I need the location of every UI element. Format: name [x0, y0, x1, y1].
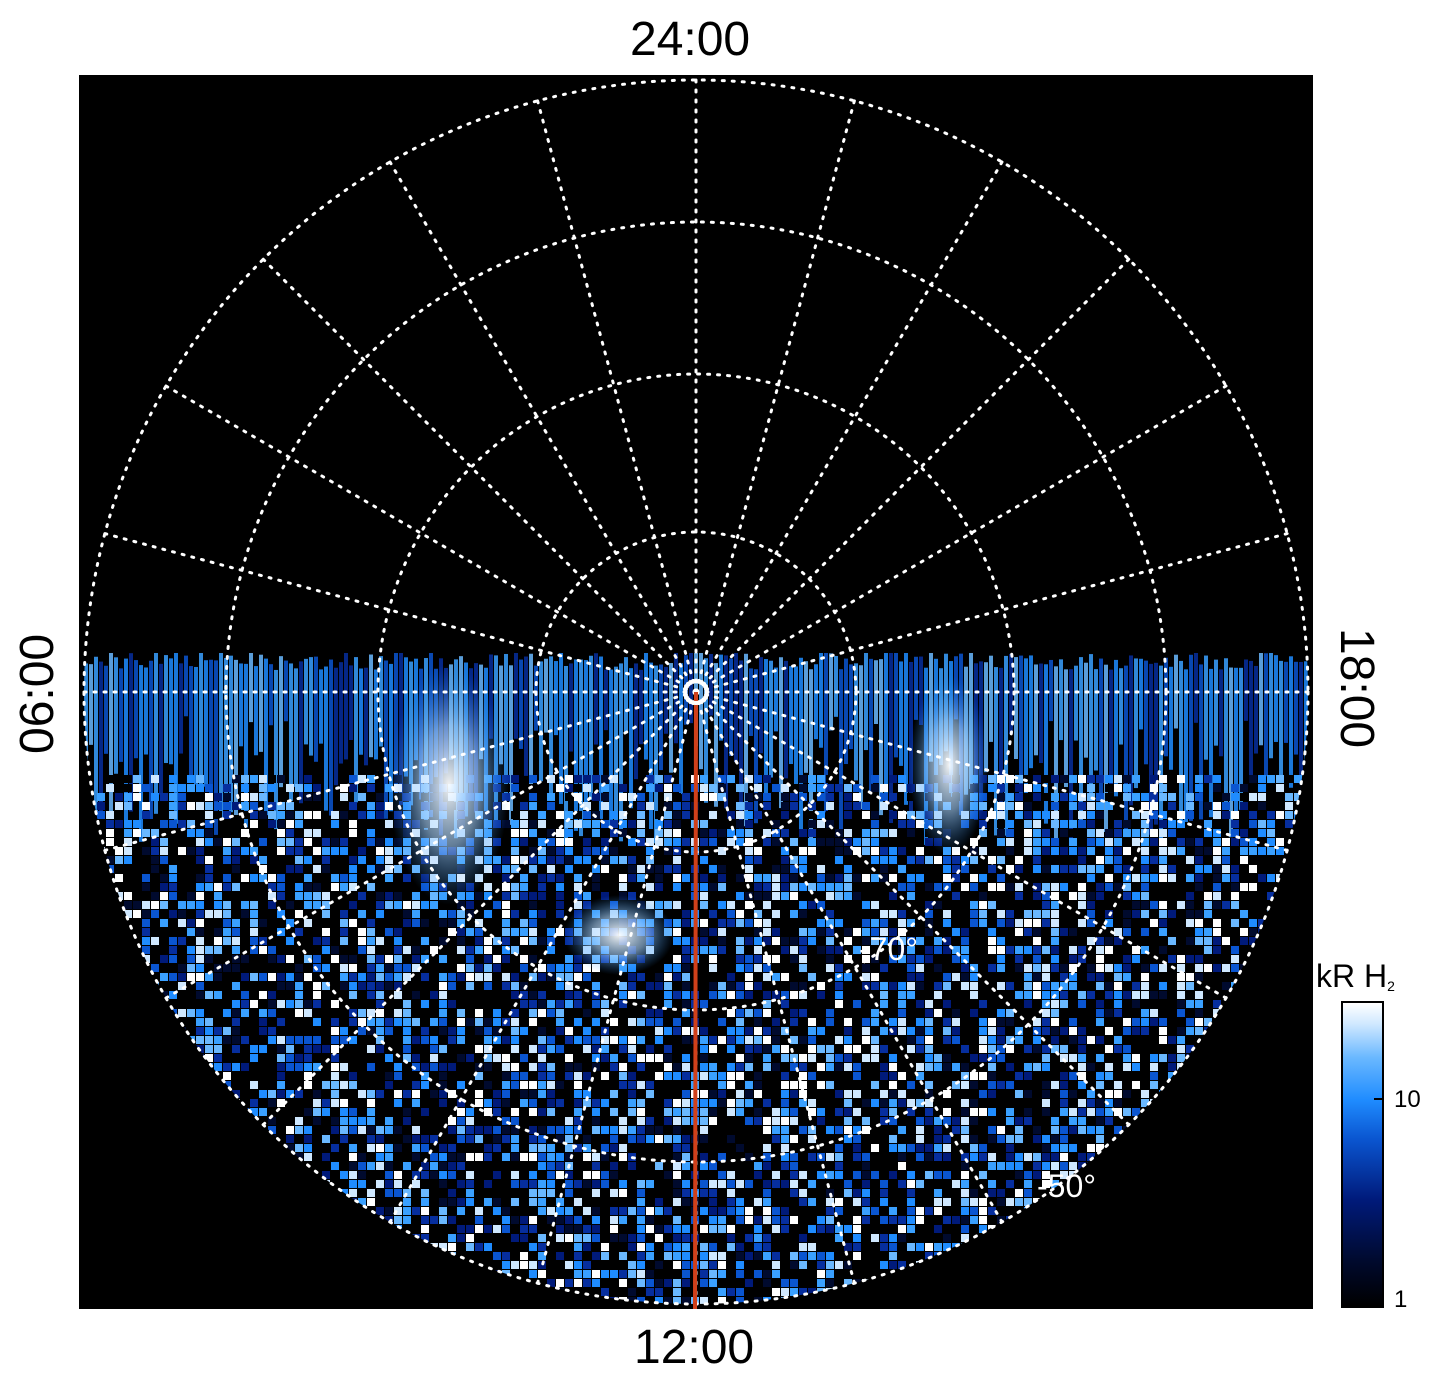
lon-spoke: [261, 257, 698, 694]
lon-spoke: [694, 690, 1004, 1224]
lon-spoke: [164, 690, 698, 1000]
colorbar-tick-10: [1374, 1098, 1384, 1100]
colorbar-label-10: 10: [1394, 1086, 1421, 1113]
lon-spoke: [694, 690, 1228, 1000]
lon-spoke: [388, 160, 698, 694]
lat-label-50: -50°: [1037, 1168, 1096, 1204]
polar-auroral-map: -70° -50°: [79, 75, 1313, 1309]
lon-spoke: [694, 257, 1131, 694]
label-12-00: 12:00: [634, 1321, 755, 1374]
lon-spoke: [261, 690, 698, 1127]
lon-spoke: [694, 160, 1004, 694]
label-06-00: 06:00: [11, 633, 64, 754]
lon-spoke: [694, 384, 1228, 694]
lon-spoke: [694, 690, 856, 1285]
lon-spoke: [103, 690, 698, 852]
label-24-00: 24:00: [630, 13, 751, 66]
colorbar-label-1: 1: [1394, 1286, 1408, 1313]
colorbar: [1341, 1001, 1384, 1308]
colorbar-title: kR H2: [1316, 958, 1395, 994]
lat-label-70: -70°: [859, 931, 918, 967]
lon-spoke: [536, 99, 698, 694]
lon-spoke: [694, 99, 856, 694]
pole-marker: [683, 679, 709, 705]
lon-spoke: [694, 690, 1131, 1127]
lon-spoke: [694, 690, 1289, 852]
lon-spoke: [694, 532, 1289, 694]
lon-spoke: [164, 384, 698, 694]
noon-meridian-line: [693, 691, 698, 1309]
lon-spoke: [536, 690, 698, 1285]
label-18-00: 18:00: [1330, 628, 1383, 749]
lon-spoke: [388, 690, 698, 1224]
lon-spoke: [103, 532, 698, 694]
